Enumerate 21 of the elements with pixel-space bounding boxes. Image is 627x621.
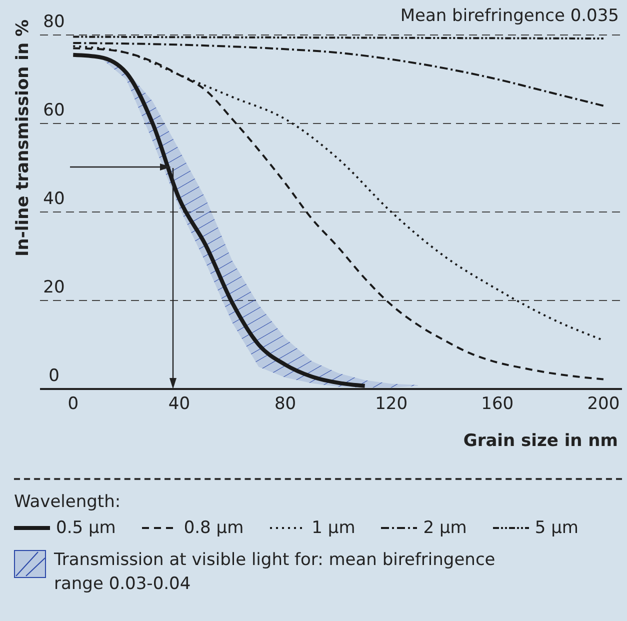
legend-label: 0.5 µm bbox=[56, 518, 116, 538]
x-tick-label: 160 bbox=[481, 394, 514, 414]
x-tick-label: 40 bbox=[168, 394, 190, 414]
text: Mean birefringence 0.035 bbox=[400, 6, 619, 26]
legend-label: 2 µm bbox=[423, 518, 467, 538]
x-tick-label: 200 bbox=[587, 394, 620, 414]
legend-title: Wavelength: bbox=[14, 492, 122, 512]
y-tick-label: 80 bbox=[43, 12, 65, 32]
text: Transmission at visible light for: mean birefringence range 0.03-0.04 bbox=[54, 549, 496, 596]
y-tick-label: 40 bbox=[43, 189, 65, 209]
x-tick-label: 0 bbox=[68, 394, 79, 414]
y-tick-label: 60 bbox=[43, 100, 65, 120]
y-tick-label: 20 bbox=[43, 278, 65, 298]
legend-label: 5 µm bbox=[534, 518, 578, 538]
x-axis-title: Grain size in nm bbox=[463, 431, 618, 451]
x-tick-label: 80 bbox=[274, 394, 296, 414]
legend-label: 1 µm bbox=[312, 518, 356, 538]
y-tick-label: 0 bbox=[48, 366, 60, 386]
legend-label: 0.8 µm bbox=[184, 518, 244, 538]
x-tick-label: 120 bbox=[375, 394, 408, 414]
y-axis-title: In-line transmission in % bbox=[13, 19, 33, 257]
